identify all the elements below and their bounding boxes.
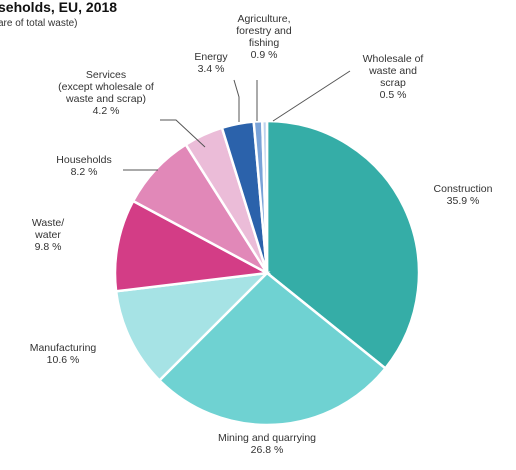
slice-value-label: 0.5 % xyxy=(380,89,407,101)
leader-line xyxy=(233,79,240,122)
pie-slice xyxy=(260,119,269,274)
slice-label: waste and scrap) xyxy=(65,93,146,105)
pie-slice xyxy=(114,271,271,383)
slice-label: Manufacturing xyxy=(30,342,97,354)
slice-label: Agriculture, xyxy=(237,13,290,25)
slice-label: Waste/ xyxy=(32,217,64,229)
slice-label: Services xyxy=(86,69,126,81)
slice-value-label: 4.2 % xyxy=(93,105,120,117)
slice-value-label: 8.2 % xyxy=(71,166,98,178)
chart-subtitle: are of total waste) xyxy=(0,18,77,29)
slice-value-label: 0.9 % xyxy=(251,49,278,61)
slice-value-label: 35.9 % xyxy=(447,195,480,207)
slice-label: Households xyxy=(56,154,111,166)
pie-slice xyxy=(157,271,388,427)
slice-label: scrap xyxy=(380,77,406,89)
leader-lines xyxy=(123,70,351,171)
slice-label: forestry and xyxy=(236,25,292,37)
leader-line xyxy=(160,119,206,148)
slice-label: (except wholesale of xyxy=(58,81,154,93)
slice-value-label: 3.4 % xyxy=(198,63,225,75)
pie-slice xyxy=(265,119,421,371)
slice-label: Wholesale of xyxy=(363,53,424,65)
slice-value-label: 10.6 % xyxy=(47,354,80,366)
slice-value-label: 9.8 % xyxy=(35,241,62,253)
pie-slices xyxy=(113,119,421,427)
slice-label: Energy xyxy=(194,51,228,63)
slice-label: Construction xyxy=(434,183,493,195)
slice-label: waste and xyxy=(368,65,417,77)
slice-label: water xyxy=(34,229,61,241)
slice-label: fishing xyxy=(249,37,280,49)
chart-title: seholds, EU, 2018 xyxy=(0,0,117,15)
slice-label: Mining and quarrying xyxy=(218,432,316,444)
leader-line xyxy=(272,70,351,122)
pie-slice xyxy=(113,199,272,293)
slice-value-label: 26.8 % xyxy=(251,444,284,456)
